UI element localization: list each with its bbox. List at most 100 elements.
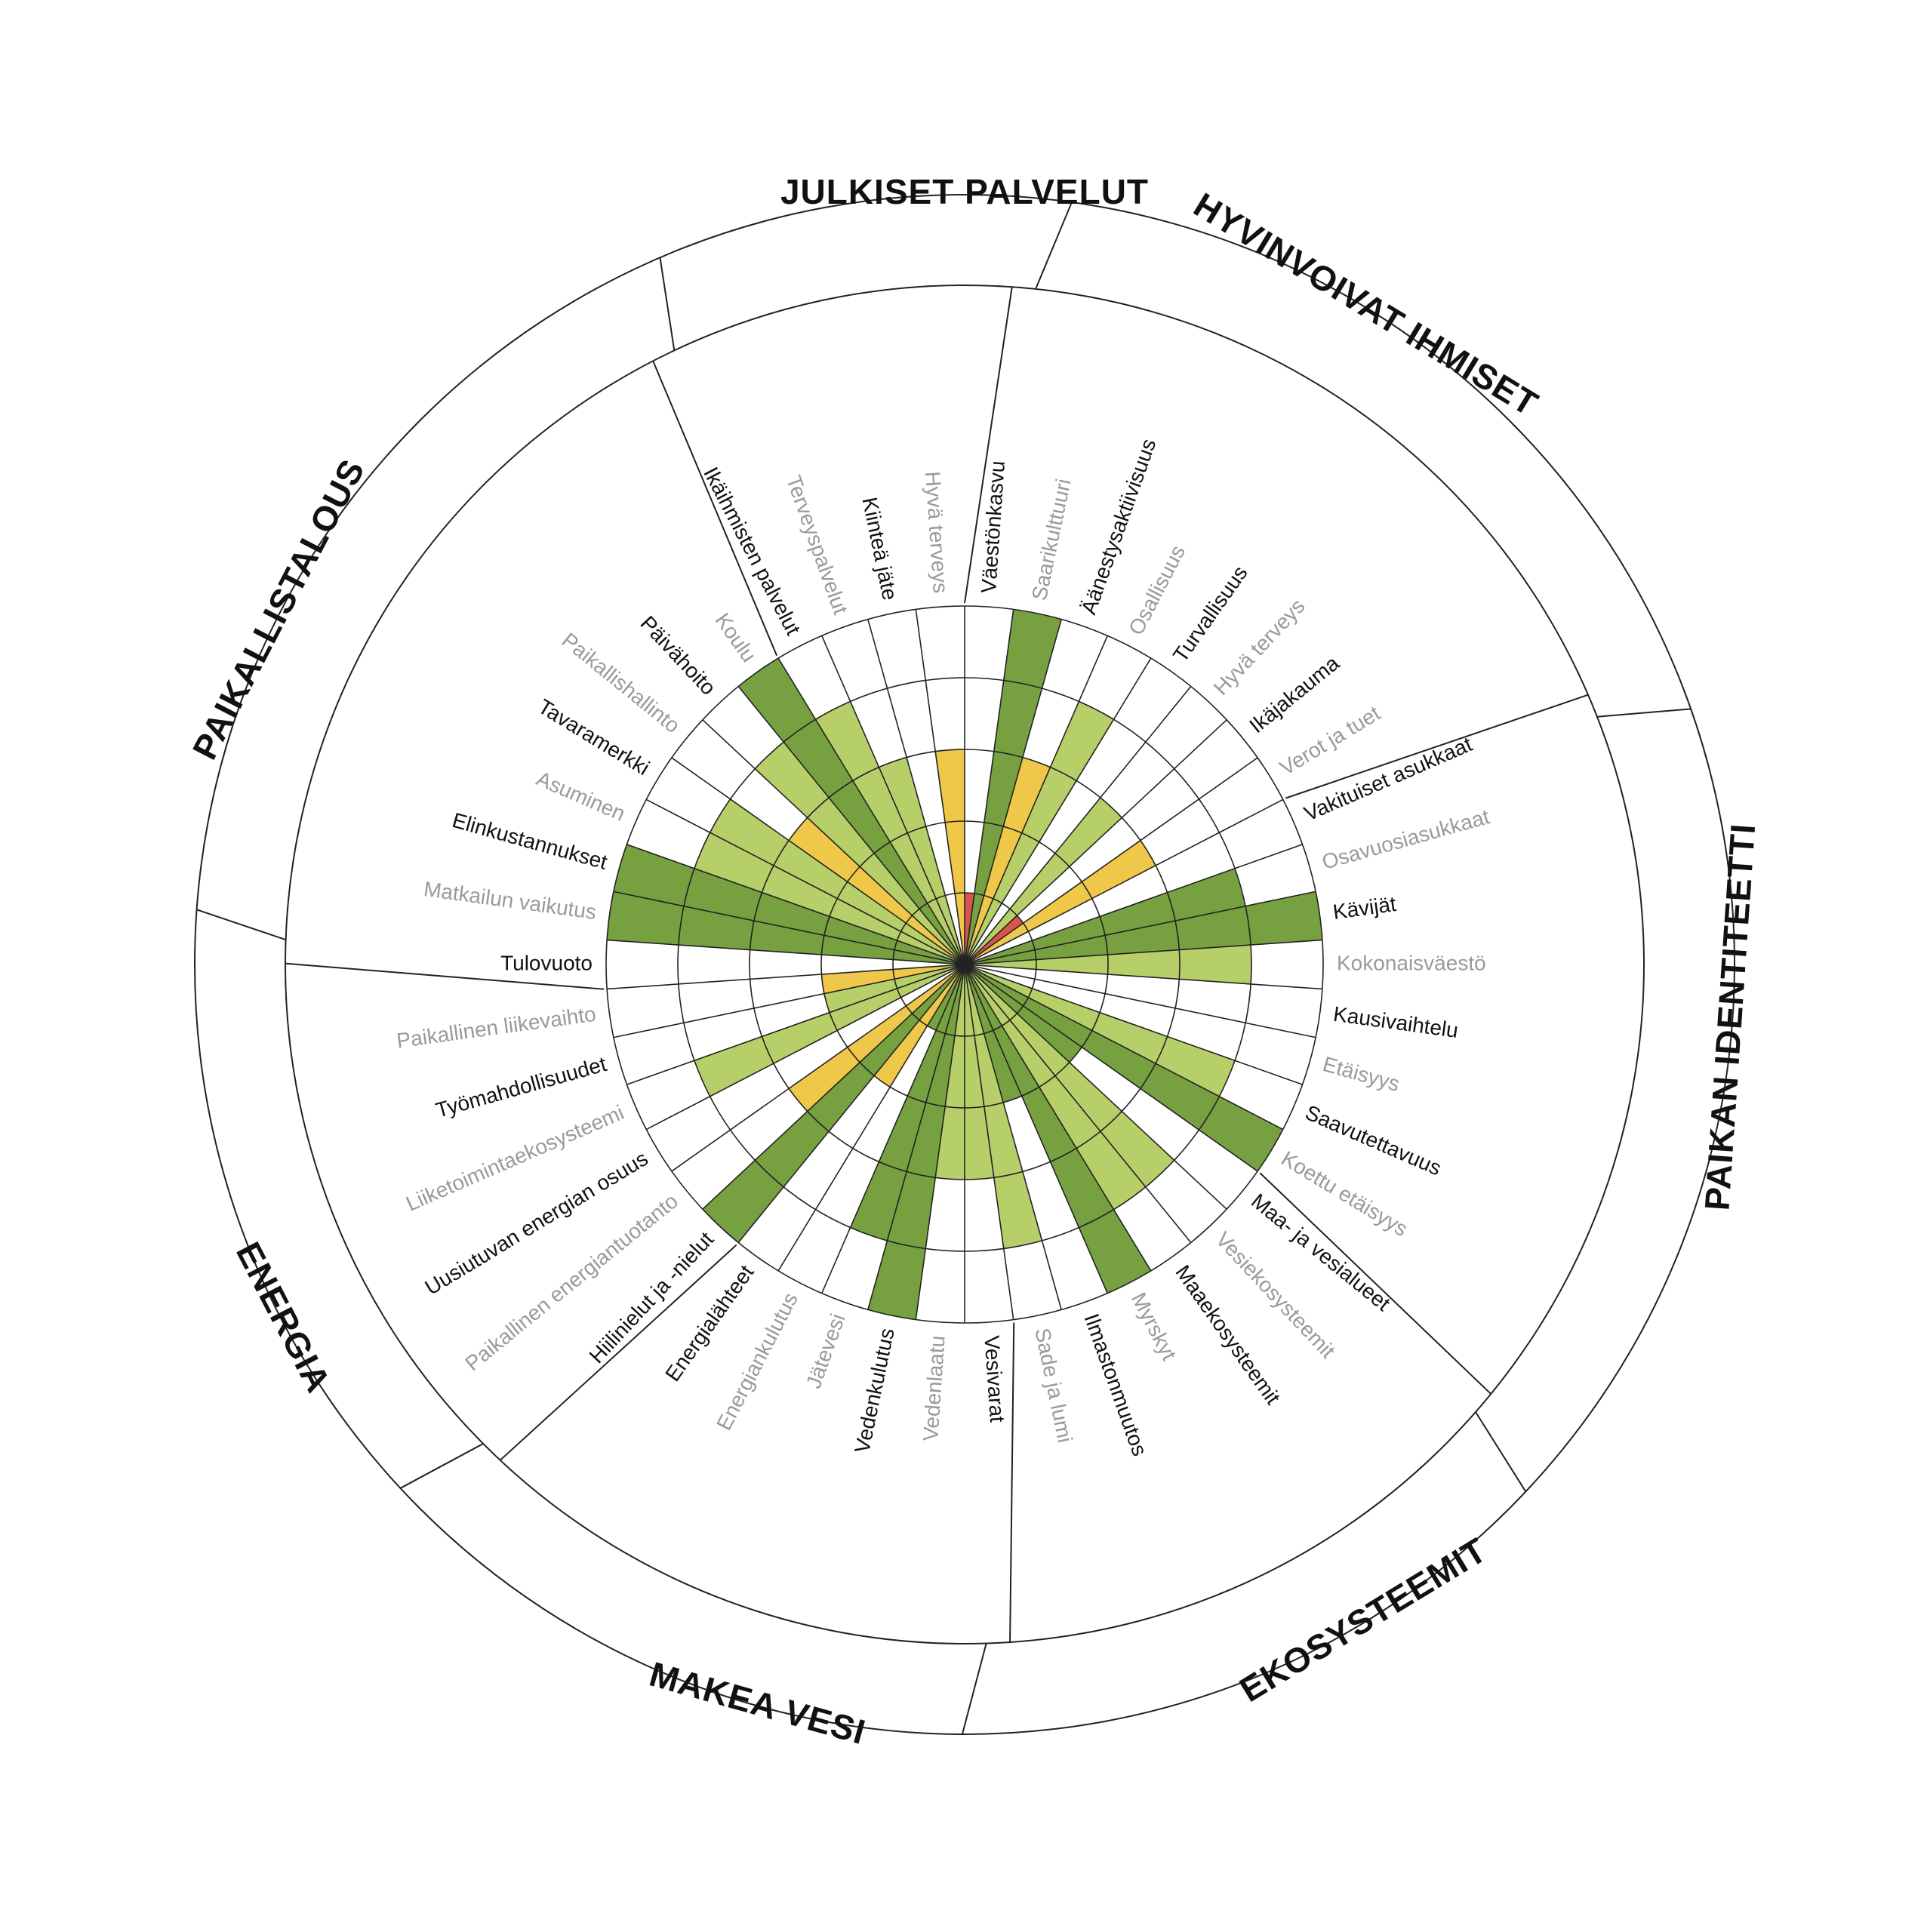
grid-spoke [737,964,965,1243]
grid-spoke [645,798,965,965]
grid-spoke [964,798,1284,965]
grid-spoke [964,964,1316,1038]
grid-spoke [777,657,965,965]
grid-spoke [964,657,1152,965]
grid-spoke [607,939,965,965]
indicator-label: Etäisyys [1320,1052,1402,1096]
grid-spoke [964,964,1227,1210]
bar-vedenkulutus [867,964,965,1320]
indicator-label: Tulovuoto [500,951,593,974]
indicator-label: Vedenlaatu [919,1335,949,1442]
bar-energialähteet [874,964,965,1088]
section-divider [1009,1322,1015,1643]
indicator-label: Kävijät [1331,892,1398,924]
grid-spoke [821,964,965,1294]
grid-spoke [867,964,965,1310]
grid-spoke [821,635,965,965]
bar-koettu-etäisyys [965,964,1283,1171]
grid-spoke [867,619,965,965]
indicator-label: Myrskyt [1127,1289,1181,1364]
section-label: HYVINVOIVAT IHMISET [1187,185,1545,423]
grid-spoke [671,757,965,965]
section-divider [285,962,605,990]
bar-liiketoimintaekosysteemi [694,964,965,1097]
grid-spoke [613,891,965,965]
section-divider-outer [1475,1411,1527,1492]
bar-hyvä-terveys [965,797,1122,964]
indicator-label: Vedenkulutus [850,1326,899,1455]
bar-terveyspalvelut [879,757,965,964]
bar-paikallinen-energiantuotanto [789,964,965,1112]
indicator-label: Ikäjakauma [1245,651,1344,738]
bar-paikallishallinto [789,817,965,964]
grid-spoke [626,964,965,1085]
bar-asuminen [694,832,965,964]
grid-spoke [964,964,1258,1172]
section-divider-outer [399,1443,484,1489]
bar-elinkustannukset [613,844,965,964]
section-label: MAKEA VESI [645,1654,870,1752]
section-label: PAIKAN IDENTITEETTI [1697,822,1762,1211]
grid-spoke [777,964,965,1272]
grid-spoke [964,964,1014,1320]
section-divider-outer [659,257,676,351]
indicator-label: Päivähoito [636,611,720,700]
indicator-label: Jätevesi [802,1311,850,1392]
bar-ikäjakauma [965,915,1024,964]
indicator-label: Saarikulttuuri [1027,477,1076,602]
grid-spoke [964,635,1108,965]
grid-spoke [964,619,1062,965]
bar-koulu [738,658,965,964]
grid-spoke [964,609,1014,965]
bar-ikäihmisten-palvelut [815,701,965,964]
bar-osallisuus [965,701,1114,964]
grid-spoke [645,964,965,1131]
grid-spoke [702,719,965,965]
indicator-label: Kausivaihtelu [1332,1002,1460,1042]
bar-ilmastonmuutos [965,964,1022,1103]
section-ring-inner [285,285,1645,1644]
grid-spoke [964,964,1108,1294]
section-divider-outer [196,909,286,941]
indicator-label: Paikallinen liikevaihto [396,1002,598,1053]
bar-maa-ja-vesialueet [965,964,1082,1063]
indicator-label: Asuminen [533,767,629,826]
bar-maaekosysteemit [965,964,1146,1210]
indicator-label: Verot ja tuet [1276,701,1384,780]
indicator-label: Uusiutuvan energian osuus [421,1146,652,1300]
section-divider [964,287,1013,604]
center-point [961,961,968,968]
grid-spoke [964,964,1192,1243]
bar-äänestysaktiivisuus [965,757,1051,964]
bars-layer [607,609,1322,1320]
indicator-label: Vesivarat [980,1335,1009,1423]
section-divider-outer [1035,202,1073,290]
section-divider [1285,694,1589,799]
indicator-label: Osallisuus [1124,541,1190,638]
indicator-label: Hyvä terveys [921,470,953,594]
grid-spoke [964,964,1322,990]
indicator-label: Sade ja lumi [1030,1326,1077,1444]
section-divider [500,1244,737,1461]
section-label: EKOSYSTEEMIT [1233,1530,1493,1709]
section-label: JULKISET PALVELUT [780,172,1149,211]
bar-osavuosiasukkaat [965,868,1246,964]
indicator-label: Terveyspalvelut [782,472,853,617]
section-divider [652,360,778,657]
grid-spoke [964,757,1258,965]
bar-verot-ja-tuet [965,840,1156,964]
grid-spoke [964,939,1322,965]
grid-spoke [613,964,965,1038]
bar-saavutettavuus [965,964,1236,1097]
grid-spoke [964,844,1303,965]
bar-tavaramerkki [710,798,965,964]
grid-spoke [737,686,965,965]
grid-layer [605,605,1324,1324]
bar-myrskyt [965,964,1151,1294]
bar-vesiekosysteemit [965,964,1174,1187]
grid-spoke [915,964,965,1320]
section-label: ENERGIA [229,1235,339,1398]
section-ring-outer [194,194,1735,1735]
grid-spoke [964,891,1316,965]
section-divider-outer [1596,708,1692,718]
